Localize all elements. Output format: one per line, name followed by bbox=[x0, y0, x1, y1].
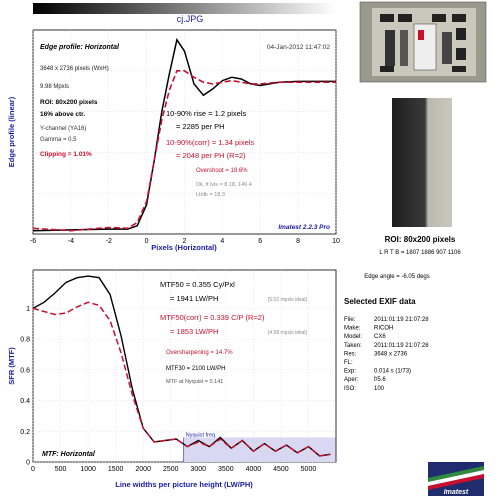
gray-gradient-bar bbox=[33, 3, 336, 14]
mtf-tick-labels: 0 500 1000 1500 2000 2500 3000 3500 4000 4500 5000… bbox=[20, 306, 316, 473]
mtf-x-tick: 3000 bbox=[190, 466, 206, 473]
mtf-plot: 0 500 1000 1500 2000 2500 3000 3500 4000 4500 5000… bbox=[7, 269, 337, 489]
edge-rise-corr: 10-90%(corr) = 1.34 pixels bbox=[166, 138, 254, 147]
exif-label: Taken: bbox=[344, 343, 362, 349]
exif-value: CX6 bbox=[374, 334, 386, 340]
exif-label: Res: bbox=[344, 351, 357, 357]
edge-heading: Edge profile: Horizontal bbox=[40, 44, 120, 51]
edge-rise: 10-90% rise = 1.2 pixels bbox=[166, 109, 247, 118]
edge-x-tick: 2 bbox=[183, 238, 187, 245]
mtf-x-tick: 2000 bbox=[135, 466, 151, 473]
mtf-x-tick: 4500 bbox=[273, 466, 289, 473]
exif-label: ISO: bbox=[344, 386, 356, 392]
roi-crop-image bbox=[392, 98, 452, 227]
exif-value: 100 bbox=[374, 386, 385, 392]
edge-profile-corrected-line bbox=[32, 70, 336, 232]
edge-x-tick: 10 bbox=[332, 238, 340, 245]
mtf50-lw: = 1941 LW/PH bbox=[170, 294, 218, 303]
nyquist-label: Nyquist freq. bbox=[186, 433, 217, 439]
edge-channel-line-1: Y-channel (YA16) bbox=[40, 126, 86, 132]
exif-value: RICOH bbox=[374, 326, 393, 332]
edge-grid bbox=[32, 30, 337, 234]
mtf-x-tick: 2500 bbox=[163, 466, 179, 473]
mtf50: MTF50 = 0.355 Cy/Pxl bbox=[160, 280, 235, 289]
mtf-x-tick: 1000 bbox=[80, 466, 96, 473]
exif-value: 2011:01:19 21:07:28 bbox=[374, 343, 429, 349]
mtf-y-tick: 1 bbox=[26, 306, 30, 313]
edge-tick-labels: -6 -4 -2 0 2 4 6 8 10 bbox=[30, 238, 340, 245]
edge-roi-line-1: ROI: 80x200 pixels bbox=[40, 99, 98, 106]
mtf50-ideal: [5.02 mpxls ideal] bbox=[268, 297, 308, 303]
mtf-grid bbox=[32, 270, 336, 463]
edge-x-tick: 0 bbox=[145, 238, 149, 245]
mtf-y-tick: 0.8 bbox=[20, 337, 30, 344]
exif-label: File: bbox=[344, 317, 356, 323]
exif-label: Aper: bbox=[344, 377, 359, 383]
mtf-x-tick: 5000 bbox=[301, 466, 317, 473]
mtf-x-tick: 500 bbox=[55, 466, 67, 473]
exif-value: 0.014 s (1/73) bbox=[374, 369, 411, 375]
file-title: cj.JPG bbox=[177, 14, 204, 24]
mtf-y-tick: 0.6 bbox=[20, 367, 30, 374]
edge-x-tick: -4 bbox=[68, 238, 74, 245]
imatest-version: Imatest 2.2.3 Pro bbox=[278, 224, 330, 231]
nyquist-region bbox=[183, 437, 336, 462]
edge-info-line-2: 9.98 Mpxls bbox=[40, 84, 69, 90]
imatest-logo: Imatest bbox=[428, 462, 484, 496]
edge-x-tick: 8 bbox=[296, 238, 300, 245]
edge-per-ph-corr: = 2048 per PH (R=2) bbox=[176, 151, 246, 160]
edge-x-tick: -2 bbox=[106, 238, 112, 245]
roi-lrtb: L R T B = 1807 1886 907 1106 bbox=[379, 250, 461, 256]
mtf-title: MTF: Horizontal bbox=[42, 451, 96, 458]
edge-profile-line bbox=[32, 37, 336, 232]
logo-text: Imatest bbox=[444, 489, 469, 496]
edge-per-ph: = 2285 per PH bbox=[176, 122, 225, 131]
mtf-x-tick: 1500 bbox=[108, 466, 124, 473]
roi-title: ROI: 80x200 pixels bbox=[385, 235, 456, 244]
mtf-y-tick: 0.4 bbox=[20, 398, 30, 405]
edge-channel-line-2: Gamma = 0.5 bbox=[40, 137, 77, 143]
edge-roi-line-2: 16% above ctr. bbox=[40, 111, 85, 118]
edge-info-line-1: 3648 x 2736 pixels (WxH) bbox=[40, 66, 109, 72]
exif-table: File: 2011:01:19 21:07:28 Make: RICOH Model:… bbox=[344, 317, 429, 392]
exif-label: Exp: bbox=[344, 369, 356, 375]
mtf-corrected-line bbox=[32, 301, 331, 457]
exif-label: Make: bbox=[344, 326, 361, 332]
mtf-y-tick: 0 bbox=[26, 460, 30, 467]
exif-label: FL: bbox=[344, 360, 353, 366]
mtf-at-nyquist: MTF at Nyquist = 0.141 bbox=[166, 379, 223, 385]
exif-value: f/5.6 bbox=[374, 377, 386, 383]
edge-profile-plot: -6 -4 -2 0 2 4 6 8 10 Edge profile: Horizontal 0… bbox=[7, 29, 340, 252]
mtf-x-tick: 0 bbox=[31, 466, 35, 473]
edge-clipping: Clipping = 1.01% bbox=[40, 151, 92, 158]
mtf-x-tick: 3500 bbox=[218, 466, 234, 473]
exif-label: Model: bbox=[344, 334, 362, 340]
edge-ylabel: Edge profile (linear) bbox=[7, 96, 16, 167]
edge-overshoot: Overshoot = 18.6% bbox=[196, 168, 248, 174]
exif-value: 2011:01:19 21:07:28 bbox=[374, 317, 429, 323]
exif-value: 3648 x 2736 bbox=[374, 351, 408, 357]
mtf-xlabel: Line widths per picture height (LW/PH) bbox=[115, 480, 253, 489]
edge-x-tick: 6 bbox=[258, 238, 262, 245]
chart-thumbnail bbox=[359, 1, 487, 83]
mtf30: MTF30 = 2100 LW/PH bbox=[166, 366, 225, 372]
mtf-plot-frame bbox=[32, 269, 337, 463]
edge-ltdk: Lt/dk = 18.3 bbox=[196, 192, 225, 198]
edge-x-tick: -6 bbox=[30, 238, 36, 245]
edge-timestamp: 04-Jan-2012 11:47:02 bbox=[267, 44, 331, 51]
edge-dk-lt: Dk, lt lvls = 8.18, 149.4 bbox=[196, 182, 252, 188]
mtf-ylabel: SFR (MTF) bbox=[7, 347, 16, 385]
oversharpening: Oversharpening = 14.7% bbox=[166, 350, 233, 356]
exif-title: Selected EXIF data bbox=[344, 297, 416, 306]
mtf-x-tick: 4000 bbox=[246, 466, 262, 473]
mtf50-corr: MTF50(corr) = 0.339 C/P (R=2) bbox=[160, 313, 265, 322]
edge-angle: Edge angle = -6.05 degs bbox=[364, 274, 430, 280]
mtf-y-tick: 0.2 bbox=[20, 429, 30, 436]
edge-x-tick: 4 bbox=[220, 238, 224, 245]
mtf50-corr-lw: = 1853 LW/PH bbox=[170, 327, 218, 336]
edge-xlabel: Pixels (Horizontal) bbox=[151, 243, 217, 252]
mtf50-corr-ideal: [4.58 mpxls ideal] bbox=[268, 330, 308, 336]
